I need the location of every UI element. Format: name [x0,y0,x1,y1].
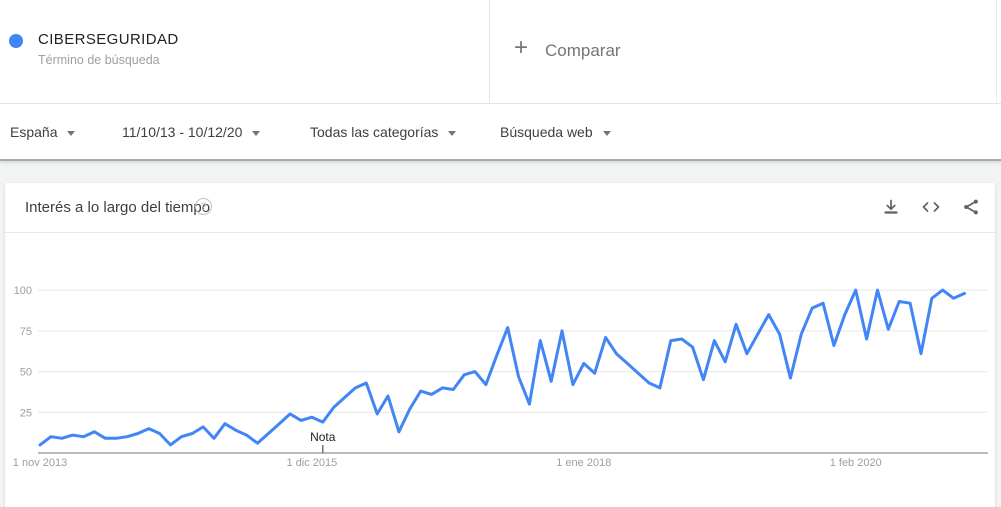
filter-bar: España 11/10/13 - 10/12/20 Todas las cat… [0,104,1001,161]
header-right-divider [996,0,997,160]
y-tick-label: 100 [14,285,32,297]
chevron-down-icon [252,131,261,136]
x-tick-label: 1 nov 2013 [13,457,67,469]
chevron-down-icon [602,131,611,136]
compare-button[interactable]: + Comparar [490,0,997,103]
plus-icon: + [514,34,529,61]
chart-actions [879,195,983,219]
interest-over-time-chart[interactable]: 25 50 75 100 1 nov 2013 1 dic 2015 1 ene 2018 1… [5,183,995,507]
series-color-dot-icon [9,34,23,48]
y-tick-label: 25 [20,407,32,419]
chevron-down-icon [448,131,457,136]
filter-search-type[interactable]: Búsqueda web [500,124,611,140]
filter-region[interactable]: España [10,124,76,140]
x-tick-label: 1 dic 2015 [287,457,338,469]
x-tick-label: 1 feb 2020 [830,457,882,469]
y-tick-label: 50 [20,367,32,379]
search-term-label: CIBERSEGURIDAD [38,31,179,48]
interest-over-time-card: Interés a lo largo del tiempo ? 25 50 75 10… [5,183,995,507]
filter-category[interactable]: Todas las categorías [310,124,457,140]
share-icon[interactable] [959,195,983,219]
download-icon[interactable] [879,195,903,219]
y-tick-label: 75 [20,326,32,338]
filter-date-range[interactable]: 11/10/13 - 10/12/20 [122,124,261,140]
chevron-down-icon [67,131,76,136]
embed-icon[interactable] [919,195,943,219]
trend-line[interactable] [38,288,966,447]
chart-title: Interés a lo largo del tiempo [25,199,211,216]
note-label: Nota [310,430,336,444]
help-icon[interactable]: ? [195,198,212,215]
compare-label: Comparar [545,41,621,60]
card-divider [5,232,995,233]
search-term-card[interactable]: CIBERSEGURIDAD Término de búsqueda [0,0,490,103]
search-term-type: Término de búsqueda [38,53,160,67]
x-tick-label: 1 ene 2018 [556,457,611,469]
header: CIBERSEGURIDAD Término de búsqueda + Com… [0,0,1001,104]
